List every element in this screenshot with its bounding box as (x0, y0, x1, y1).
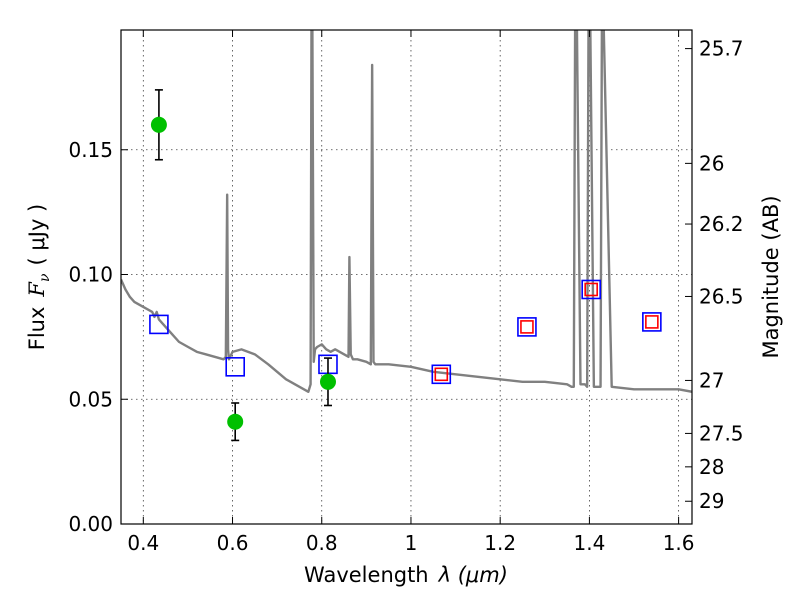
y2-tick-label: 26.5 (699, 284, 744, 308)
y2-tick-label: 29 (699, 489, 724, 513)
y-tick-label: 0.10 (68, 263, 113, 287)
observed-data-point (227, 413, 244, 430)
y-axis-label: Flux Fν ( μJy ) (25, 204, 53, 350)
plot-frame (120, 29, 693, 525)
y-tick-label: 0.15 (68, 138, 113, 162)
y-axis-label-text: Flux (25, 307, 49, 351)
y-axis-label-unit: ( μJy ) (25, 204, 49, 266)
y2-tick-label: 25.7 (699, 37, 744, 61)
y-axis-label-sub: ν (37, 273, 53, 282)
x-axis-label: Wavelength λ (μm) (304, 563, 508, 587)
x-tick-label: 0.8 (306, 531, 338, 555)
model-photometry-square (581, 279, 601, 300)
x-tick-label: 1.6 (663, 531, 695, 555)
x-tick-label: 1.4 (573, 531, 605, 555)
model-photometry-square (642, 312, 662, 332)
model-photometry-inner-square (584, 282, 598, 297)
model-photometry-square (149, 314, 169, 335)
x-axis-label-math: λ (μm) (438, 563, 508, 587)
y-axis-label-math: F (25, 281, 49, 298)
x-tick-label: 1.2 (484, 531, 516, 555)
model-spectrum-line (121, 30, 692, 393)
x-tick-label: 0.4 (127, 531, 159, 555)
x-tick-label: 1 (405, 531, 418, 555)
plot-clip-group (121, 30, 692, 393)
model-photometry-square (517, 317, 537, 337)
model-photometry-square (431, 364, 452, 385)
y-tick-label: 0.05 (68, 387, 113, 411)
y-tick-label: 0.00 (68, 512, 113, 536)
ticks-layer: 0.4 0.6 0.8 1 1.2 1.4 1.6 0.00 0.05 0.10 0.15 25.7 2… (68, 30, 744, 555)
y2-tick-label: 27.5 (699, 421, 744, 445)
grid-lines (121, 30, 692, 524)
y2-tick-label: 26 (699, 151, 724, 175)
x-tick-label: 0.6 (217, 531, 249, 555)
y2-tick-label: 26.2 (699, 212, 744, 236)
model-photometry-inner-square (645, 315, 659, 329)
y2-tick-label: 28 (699, 455, 724, 479)
observed-data-point (150, 116, 167, 133)
points-layer (149, 89, 662, 442)
y2-tick-label: 27 (699, 368, 724, 392)
observed-data-point (319, 373, 336, 390)
model-photometry-inner-square (520, 320, 534, 334)
model-photometry-inner-square (434, 367, 449, 382)
x-axis-label-text: Wavelength (304, 563, 429, 587)
y2-axis-label: Magnitude (AB) (759, 195, 783, 358)
model-photometry-square (225, 357, 245, 377)
